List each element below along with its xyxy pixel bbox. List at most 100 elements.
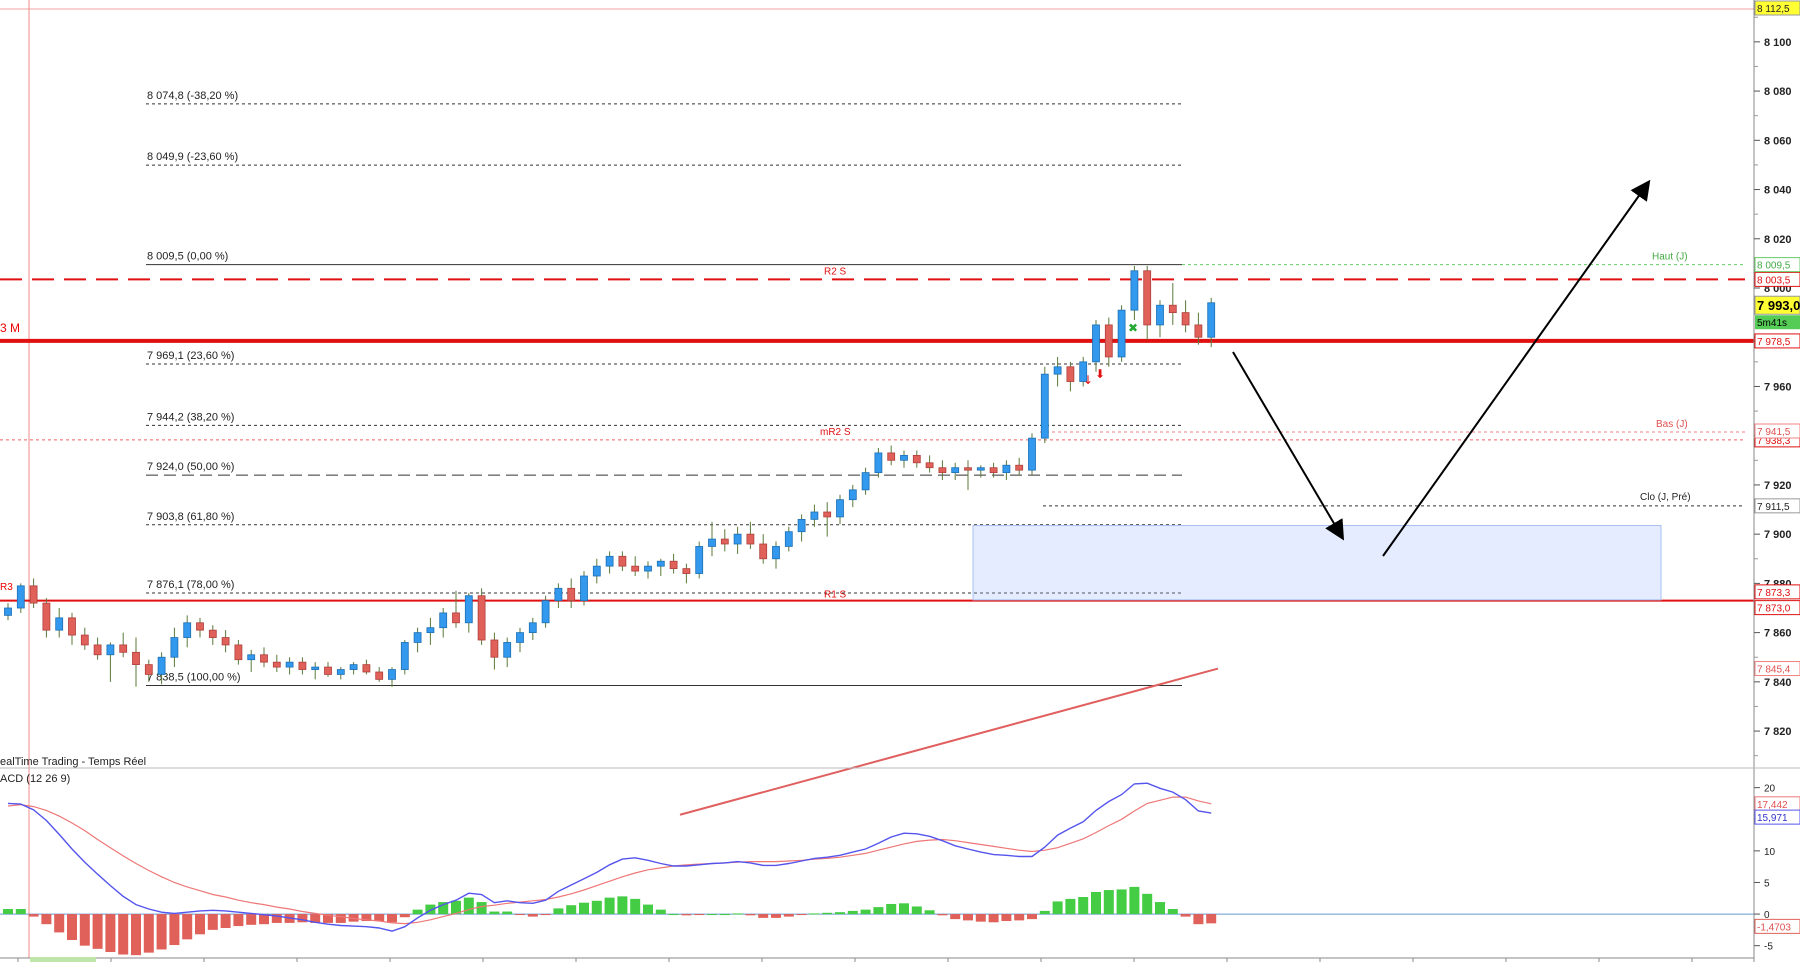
pivot-3m-label: 3 M xyxy=(0,321,20,335)
timer-box xyxy=(1755,315,1800,330)
pivot-r1-tag: 7 873,0 xyxy=(1757,604,1791,615)
macd-line-tag-box xyxy=(1754,809,1800,825)
macd-histogram-bar xyxy=(745,914,756,916)
macd-histogram-bar xyxy=(617,896,628,915)
macd-histogram-bar xyxy=(579,902,589,915)
macd-histogram-bar xyxy=(975,914,986,922)
macd-histogram-bar xyxy=(297,914,308,923)
candle-body xyxy=(349,664,358,670)
macd-histogram-bar xyxy=(694,914,705,916)
macd-histogram-bar xyxy=(489,911,500,915)
candle-body xyxy=(157,656,166,675)
candle-body xyxy=(16,585,25,609)
time-axis-ticks xyxy=(17,958,1693,962)
candle-body xyxy=(1015,464,1024,471)
macd-histogram-bar xyxy=(1078,897,1089,915)
close-prev-tag: 7 911,5 xyxy=(1757,502,1790,513)
candle-body xyxy=(144,664,153,675)
macd-histogram-bar xyxy=(118,914,129,955)
price-tick-label: 7 860 xyxy=(1764,628,1792,640)
candle-body xyxy=(912,454,921,464)
candle-body xyxy=(196,622,204,631)
candle-body xyxy=(618,555,627,567)
candle-body xyxy=(989,467,998,474)
moving-average-layer xyxy=(679,667,1219,816)
candle-body xyxy=(439,612,448,629)
macd-histogram-bar xyxy=(425,904,436,915)
candle-body xyxy=(682,568,691,574)
macd-histogram-bar xyxy=(758,914,769,918)
candle-body xyxy=(516,632,524,643)
candle-body xyxy=(1104,324,1113,358)
macd-histogram-bar xyxy=(822,912,833,915)
down-arrow xyxy=(1232,351,1345,541)
fib-level-label: 7 969,1 (23,60 %) xyxy=(147,350,234,362)
macd-histogram-bar xyxy=(681,914,692,916)
macd-histogram-bar xyxy=(566,905,577,915)
fib-level-label: 7 924,0 (50,00 %) xyxy=(147,461,234,473)
moving-average-tag-box xyxy=(1754,661,1800,677)
fib-level-label: 7 838,5 (100,00 %) xyxy=(147,672,241,684)
candle-body xyxy=(874,452,883,474)
macd-histogram-bar xyxy=(182,914,193,940)
candle-body xyxy=(1040,373,1049,439)
candle-body xyxy=(29,585,38,604)
pivot-r2-tag-box xyxy=(1754,271,1800,287)
candle-body xyxy=(720,538,729,545)
timer-tag: 5m41s xyxy=(1757,318,1787,329)
candle-body xyxy=(464,595,473,624)
macd-histogram-bar xyxy=(438,902,449,915)
candle-body xyxy=(452,612,460,624)
candle-body xyxy=(836,499,844,518)
candle-body xyxy=(772,546,780,560)
macd-histogram-bar xyxy=(873,907,884,915)
candle-body xyxy=(900,454,908,461)
candle-body xyxy=(605,555,614,567)
macd-hist-tag: -1,4703 xyxy=(1757,922,1791,933)
price-tick-label: 8 080 xyxy=(1764,86,1792,98)
fib-level-label: 7 944,2 (38,20 %) xyxy=(147,411,234,423)
macd-label: ACD (12 26 9) xyxy=(0,773,70,785)
candle-body xyxy=(362,664,371,673)
macd-histogram-bar xyxy=(323,914,333,923)
price-tick-label: 8 100 xyxy=(1764,37,1792,49)
macd-histogram-bar xyxy=(233,914,244,927)
candle-body xyxy=(285,661,294,668)
pivot-mr2-label: mR2 S xyxy=(820,427,851,438)
macd-histogram-bar xyxy=(348,914,359,922)
macd-histogram-bar xyxy=(105,914,116,952)
macd-histogram-bar xyxy=(79,914,90,946)
candle-body xyxy=(400,642,409,670)
macd-histogram-bar xyxy=(28,914,39,917)
fib-level-label: 7 876,1 (78,00 %) xyxy=(147,579,234,591)
candle-body xyxy=(413,632,422,643)
macd-histogram-bar xyxy=(553,908,564,915)
candle-body xyxy=(490,639,499,658)
candle-body xyxy=(477,595,486,641)
macd-histogram-bar xyxy=(195,914,205,935)
time-range-marker[interactable] xyxy=(30,957,96,962)
close-prev-tag-box xyxy=(1754,498,1800,514)
macd-tick-label: 20 xyxy=(1764,784,1776,795)
candle-body xyxy=(797,518,806,533)
candle-body xyxy=(823,511,832,518)
macd-histogram-bar xyxy=(1014,914,1025,921)
candle-body xyxy=(388,669,396,680)
candle-body xyxy=(119,644,128,653)
macd-histogram-bar xyxy=(886,903,897,915)
candle-body xyxy=(733,533,742,545)
macd-histogram-bar xyxy=(1027,914,1037,920)
candle-body xyxy=(695,546,704,574)
pivot-mr2-tag: 7 938,3 xyxy=(1757,436,1791,447)
candle-body xyxy=(132,651,140,666)
macd-signal-line xyxy=(7,796,1212,925)
macd-histogram-bar xyxy=(963,914,973,921)
fib-level-label: 8 074,8 (-38,20 %) xyxy=(147,90,238,102)
haut-tag-box xyxy=(1754,257,1800,273)
candle-body xyxy=(106,644,115,656)
macd-histogram-bar xyxy=(387,914,397,923)
macd-histogram-bar xyxy=(591,900,602,915)
macd-histogram-bar xyxy=(1155,902,1165,915)
